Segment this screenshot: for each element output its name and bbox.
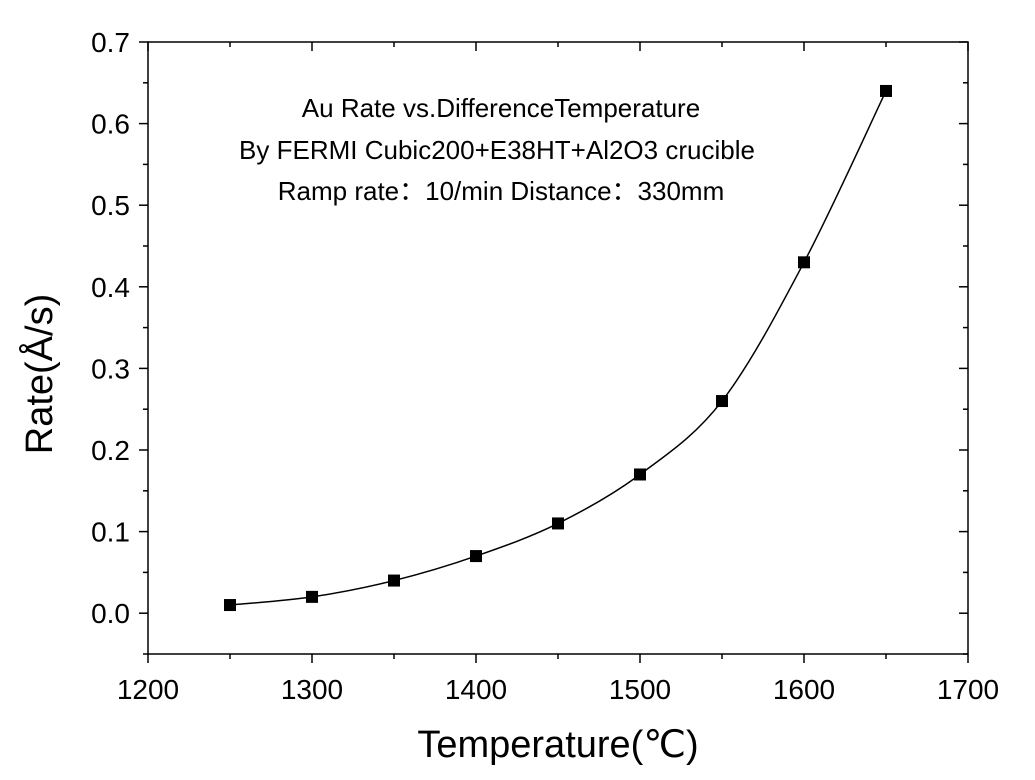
data-point xyxy=(634,468,646,481)
data-point xyxy=(716,395,728,408)
y-tick-label: 0.4 xyxy=(91,272,130,303)
x-axis-title: Temperature(℃) xyxy=(417,724,698,766)
y-tick-label: 0.7 xyxy=(91,27,130,58)
data-point xyxy=(388,574,400,587)
y-tick-label: 0.0 xyxy=(91,598,130,629)
y-axis-title: Rate(Å/s) xyxy=(17,294,61,454)
chart-title: Au Rate vs.DifferenceTemperature By FERM… xyxy=(239,93,755,206)
chart-title-line-2: By FERMI Cubic200+E38HT+Al2O3 crucible xyxy=(239,135,755,165)
plot-frame xyxy=(147,41,969,655)
y-tick-label: 0.2 xyxy=(91,435,130,466)
y-tick-label: 0.3 xyxy=(91,353,130,384)
x-tick-label: 1500 xyxy=(609,674,671,705)
series-layer xyxy=(224,84,892,612)
axis-ticks xyxy=(139,41,969,663)
y-tick-label: 0.5 xyxy=(91,190,130,221)
data-point xyxy=(470,550,482,563)
axis-tick-labels: 1200 1300 1400 1500 1600 1700 0.0 0.1 0.2 0.3 0.4 0… xyxy=(91,27,999,705)
data-point xyxy=(552,517,564,530)
chart-title-line-1: Au Rate vs.DifferenceTemperature xyxy=(302,93,700,123)
data-point xyxy=(306,590,318,603)
x-tick-label: 1600 xyxy=(773,674,835,705)
data-point xyxy=(224,599,236,612)
data-point xyxy=(880,84,892,97)
x-tick-label: 1400 xyxy=(445,674,507,705)
x-tick-label: 1300 xyxy=(281,674,343,705)
data-point xyxy=(798,256,810,269)
y-tick-label: 0.6 xyxy=(91,109,130,140)
x-tick-label: 1200 xyxy=(117,674,179,705)
y-tick-label: 0.1 xyxy=(91,517,130,548)
x-tick-label: 1700 xyxy=(937,674,999,705)
chart-title-line-3: Ramp rate：10/min Distance：330mm xyxy=(278,176,725,206)
